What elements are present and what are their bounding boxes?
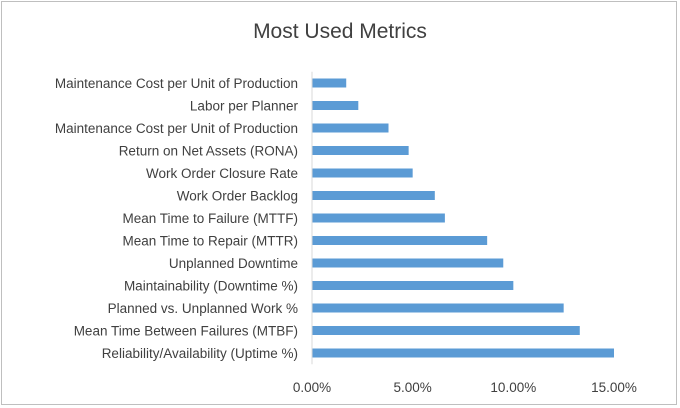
bar-3 bbox=[312, 146, 409, 155]
category-label-12: Reliability/Availability (Uptime %) bbox=[102, 346, 298, 361]
x-tick-label-1: 5.00% bbox=[394, 380, 432, 395]
bar-10 bbox=[312, 303, 564, 313]
category-label-4: Work Order Closure Rate bbox=[146, 166, 298, 181]
category-label-7: Mean Time to Repair (MTTR) bbox=[122, 234, 298, 249]
bar-4 bbox=[312, 168, 413, 178]
bar-12 bbox=[312, 348, 614, 358]
category-label-2: Maintenance Cost per Unit of Production bbox=[55, 121, 298, 136]
bar-9 bbox=[312, 281, 514, 290]
category-label-8: Unplanned Downtime bbox=[169, 256, 298, 271]
bar-0 bbox=[312, 78, 347, 88]
bar-5 bbox=[312, 191, 435, 200]
bar-2 bbox=[312, 123, 389, 133]
bar-8 bbox=[312, 258, 504, 268]
category-labels-group: Maintenance Cost per Unit of Production L… bbox=[55, 76, 299, 361]
category-label-3: Return on Net Assets (RONA) bbox=[119, 144, 298, 159]
category-label-11: Mean Time Between Failures (MTBF) bbox=[74, 324, 298, 339]
bar-6 bbox=[312, 213, 445, 223]
tick-labels-group: 0.00% 5.00% 10.00% 15.00% bbox=[293, 380, 637, 395]
category-label-5: Work Order Backlog bbox=[177, 189, 298, 204]
bar-7 bbox=[312, 236, 488, 245]
category-label-6: Mean Time to Failure (MTTF) bbox=[122, 211, 298, 226]
category-label-1: Labor per Planner bbox=[190, 99, 299, 114]
category-label-0: Maintenance Cost per Unit of Production bbox=[55, 76, 298, 91]
bar-11 bbox=[312, 326, 580, 335]
bars-group bbox=[312, 78, 614, 358]
bar-1 bbox=[312, 101, 359, 110]
chart-title: Most Used Metrics bbox=[253, 20, 427, 43]
x-tick-label-0: 0.00% bbox=[293, 380, 331, 395]
x-tick-label-3: 15.00% bbox=[591, 380, 637, 395]
category-label-10: Planned vs. Unplanned Work % bbox=[108, 301, 298, 316]
x-tick-label-2: 10.00% bbox=[490, 380, 536, 395]
category-label-9: Maintainability (Downtime %) bbox=[124, 279, 298, 294]
